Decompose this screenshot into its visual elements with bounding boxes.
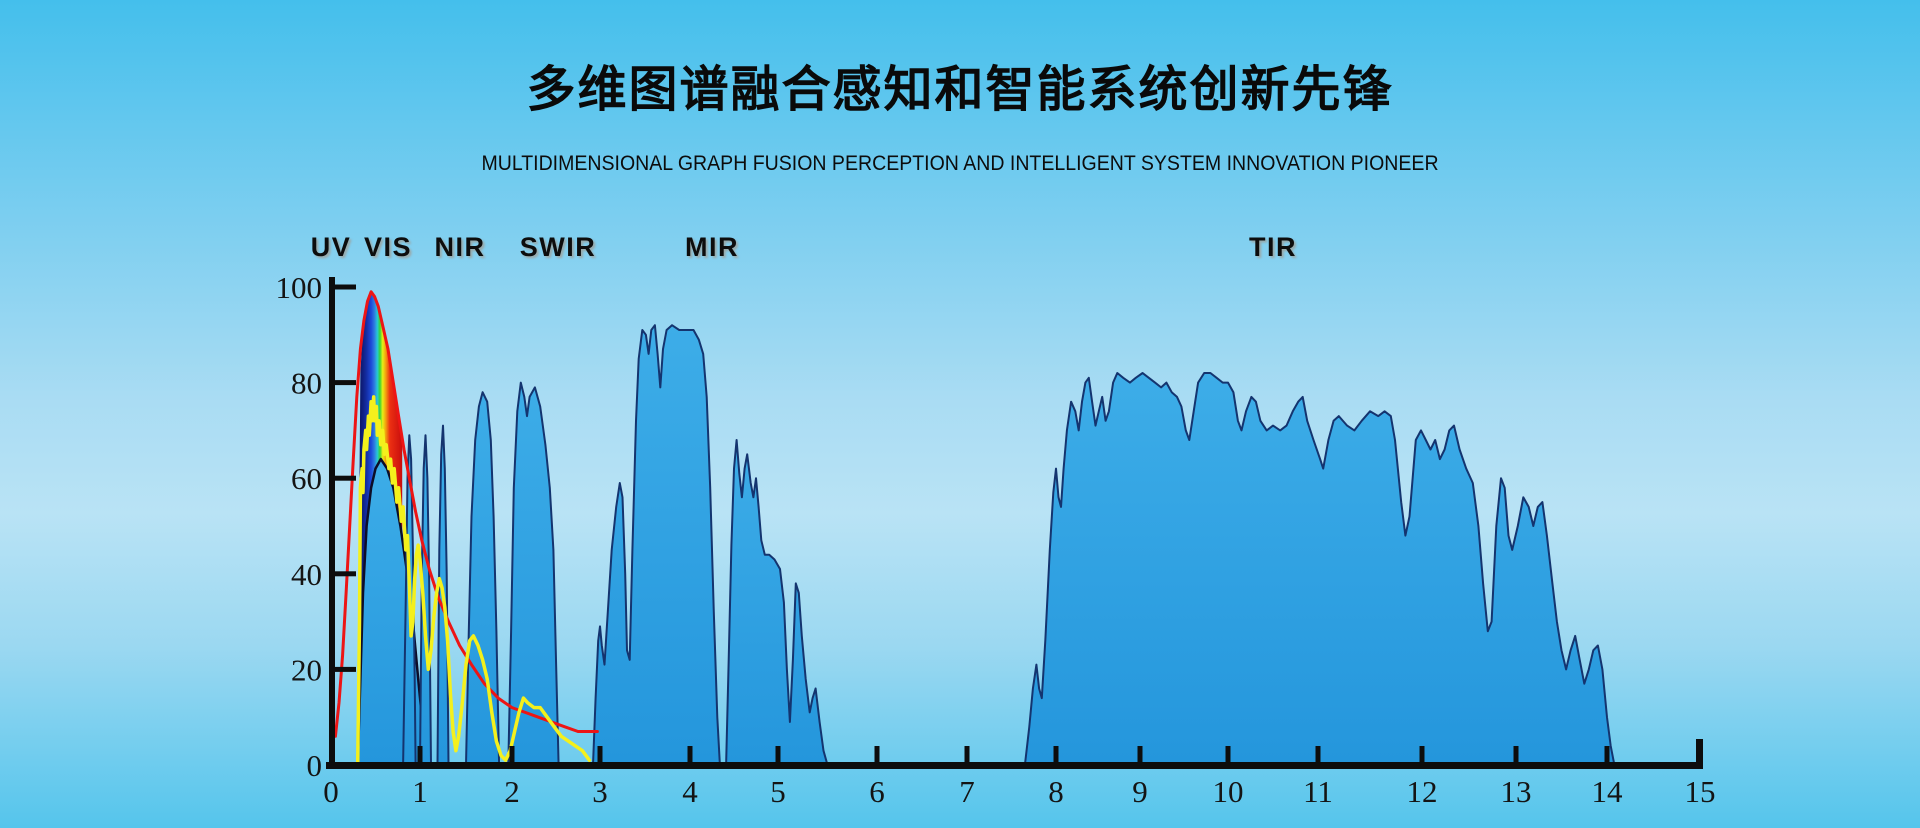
band-label-uv: UV [311, 232, 352, 262]
x-tick-label: 14 [1592, 774, 1624, 809]
x-tick [1137, 746, 1143, 763]
y-tick-label: 100 [276, 270, 323, 305]
x-tick [417, 746, 423, 763]
y-tick [335, 284, 356, 290]
x-tick [509, 746, 515, 763]
x-tick-label: 1 [412, 774, 428, 809]
y-tick-label: 40 [291, 557, 322, 592]
x-tick [1225, 746, 1231, 763]
x-tick-label: 6 [869, 774, 885, 809]
x-tick [1513, 746, 1519, 763]
x-tick-label: 7 [959, 774, 975, 809]
y-tick-label: 20 [291, 652, 322, 687]
solar-irradiance-ground-curve-yellow [355, 395, 592, 767]
band-label-swir: SWIR [520, 232, 597, 262]
atmospheric-window-nir-spike-2 [419, 434, 432, 766]
x-tick [597, 746, 603, 763]
atmospheric-window-tir-8-14 [1023, 372, 1616, 766]
y-tick-label: 0 [307, 748, 323, 783]
atmospheric-window-swir-2.2 [507, 381, 560, 766]
atmospheric-window-mir-3-4 [592, 324, 721, 766]
x-tick-label: 3 [592, 774, 608, 809]
x-tick [687, 746, 693, 763]
band-label-nir: NIR [435, 232, 486, 262]
x-tick [1604, 746, 1610, 763]
y-tick [335, 475, 356, 481]
x-tick [964, 746, 970, 763]
x-tick-label: 10 [1213, 774, 1244, 809]
atmospheric-window-swir-1.6 [465, 391, 501, 766]
x-tick [874, 746, 880, 763]
band-label-tir: TIR [1249, 232, 1297, 262]
page-title: 多维图谱融合感知和智能系统创新先锋 [526, 63, 1394, 117]
y-axis-line [329, 277, 335, 769]
x-tick-label: 12 [1407, 774, 1438, 809]
x-tick-label: 15 [1685, 774, 1716, 809]
x-tick-label: 11 [1303, 774, 1333, 809]
x-tick [1419, 746, 1425, 763]
x-axis-line [326, 762, 1703, 769]
y-tick [335, 666, 356, 672]
x-tick-label: 0 [323, 774, 339, 809]
x-tick-label: 9 [1132, 774, 1148, 809]
y-tick-label: 80 [291, 366, 322, 401]
x-tick-label: 5 [770, 774, 786, 809]
x-tick [1053, 746, 1059, 763]
y-tick-label: 60 [291, 461, 322, 496]
x-tick-label: 8 [1048, 774, 1064, 809]
x-tick [775, 746, 781, 763]
y-tick [335, 380, 356, 386]
x-tick [1315, 746, 1321, 763]
y-tick [335, 571, 356, 577]
x-tick-label: 13 [1501, 774, 1532, 809]
x-tick-label: 4 [682, 774, 698, 809]
blackbody-envelope-curve-red [333, 290, 599, 738]
x-tick [1697, 746, 1703, 763]
page-subtitle: MULTIDIMENSIONAL GRAPH FUSION PERCEPTION… [481, 152, 1439, 175]
band-label-mir: MIR [685, 232, 739, 262]
x-tick-label: 2 [504, 774, 520, 809]
band-label-vis: VIS [364, 232, 412, 262]
atmospheric-window-mir-4.5-5.4 [725, 439, 829, 766]
